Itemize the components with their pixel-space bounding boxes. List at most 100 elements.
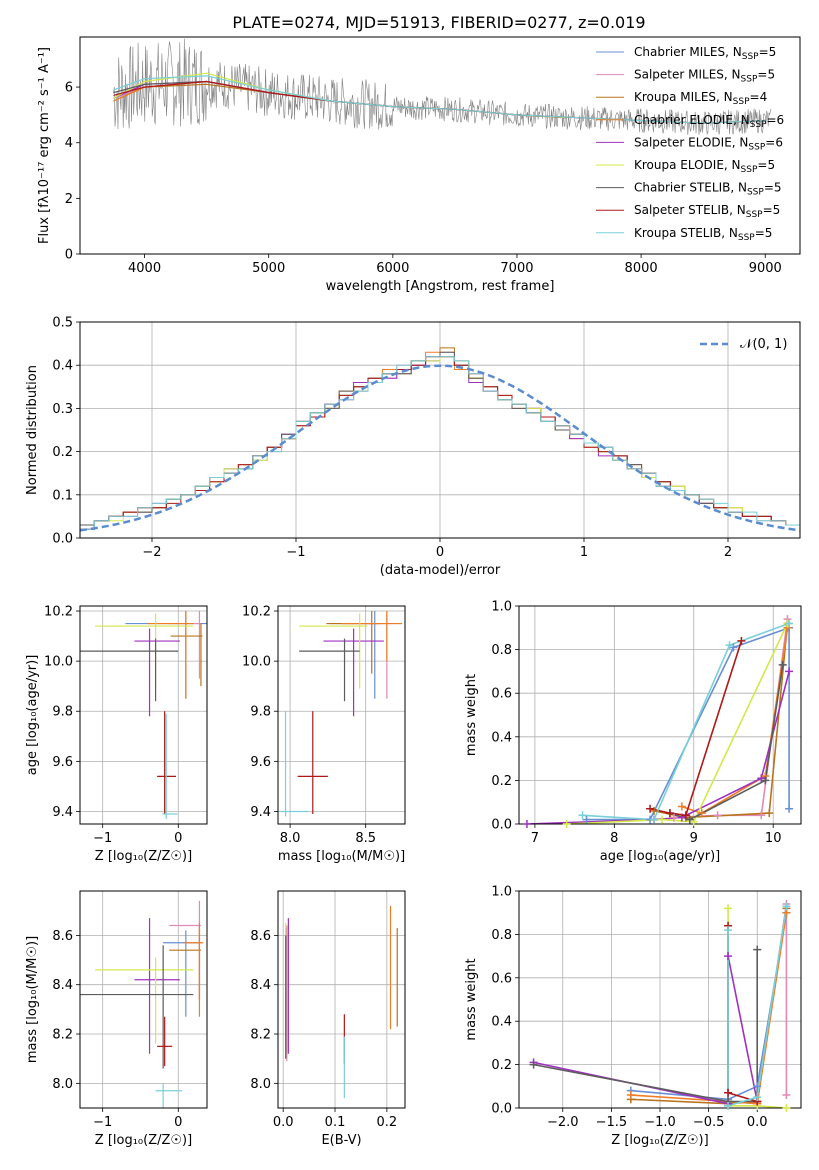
weight-marker [785, 619, 794, 628]
x-tick-label: 5000 [252, 261, 285, 276]
weight-marker [724, 904, 733, 913]
y-tick-label: 0.6 [491, 971, 512, 986]
weight-marker [782, 1090, 791, 1099]
axes-frame [277, 605, 406, 825]
weight-line-8 [727, 925, 758, 1103]
axes-frame [79, 36, 801, 255]
y-tick-label: 8.2 [250, 1028, 271, 1043]
weight-line-3 [653, 623, 789, 819]
y-tick-label: 0.4 [491, 1015, 512, 1030]
weight-marker [753, 1082, 762, 1091]
weight-line-7 [669, 664, 784, 821]
panel-4: 8.0 8.5 9.4 9.6 9.8 10.0 10.2 mass [log₁₀(M/M☉)… [242, 605, 406, 864]
weight-marker [737, 636, 746, 645]
y-tick-label: 9.6 [52, 755, 73, 770]
x-axis-label: (data-model)/error [380, 563, 501, 578]
plot-area [285, 905, 398, 1099]
y-axis-label: Normed distribution [25, 365, 40, 495]
y-tick-label: 0.4 [52, 359, 73, 374]
weight-line-7 [533, 949, 759, 1103]
normal-curve [80, 364, 800, 532]
axes-frame [79, 321, 801, 539]
x-tick-label: 0.1 [325, 1115, 346, 1130]
y-tick-label: 10.0 [44, 655, 73, 670]
x-tick-label: −1.5 [596, 1115, 628, 1130]
y-tick-label: 0.0 [491, 818, 512, 833]
x-tick-label: 4000 [128, 261, 161, 276]
weight-marker [626, 1090, 635, 1099]
x-tick-label: 9 [690, 831, 698, 846]
x-tick-label: −0.5 [693, 1115, 725, 1130]
y-tick-label: 1.0 [491, 600, 512, 615]
weight-line-1 [586, 626, 790, 821]
x-tick-label: 8 [610, 831, 618, 846]
y-tick-label: 0.4 [491, 730, 512, 745]
y-tick-label: 0.6 [491, 687, 512, 702]
x-tick-label: 7 [531, 831, 539, 846]
weight-marker [724, 1101, 733, 1110]
panel-6: −1 0 8.0 8.2 8.4 8.6 Z [log₁₀(Z/Z☉)] mass [log₁… [25, 890, 208, 1148]
weight-marker [529, 1060, 538, 1069]
x-axis-label: mass [log₁₀(M/M☉)] [278, 849, 405, 864]
x-tick-label: 10 [765, 831, 782, 846]
x-axis-label: Z [log₁₀(Z/Z☉)] [611, 1133, 708, 1148]
weight-marker [562, 820, 571, 828]
y-tick-label: 2 [65, 192, 73, 207]
y-tick-label: 0.0 [52, 532, 73, 547]
legend-entry: Salpeter MILES, NSSP=5 [634, 68, 775, 85]
axes-frame [79, 605, 208, 825]
y-tick-label: 6 [65, 81, 73, 96]
x-tick-label: 0 [436, 545, 444, 560]
panel-1: 4000 5000 6000 7000 8000 9000 0 2 4 6 wavelength [… [37, 36, 801, 294]
weight-marker [713, 811, 722, 820]
weight-marker [582, 815, 591, 824]
x-tick-label: 2 [724, 545, 732, 560]
x-tick-label: −1 [286, 545, 305, 560]
legend-entry: Chabrier MILES, NSSP=5 [634, 45, 776, 62]
y-tick-label: 8.0 [250, 1077, 271, 1092]
weight-line-9 [582, 622, 790, 821]
x-axis-label: age [log₁₀(age/yr)] [600, 849, 721, 864]
weight-line-2 [673, 618, 789, 819]
y-tick-label: 0.2 [491, 1058, 512, 1073]
weight-marker [724, 952, 733, 961]
y-tick-label: 0.3 [52, 402, 73, 417]
legend-entry: Salpeter STELIB, NSSP=5 [634, 203, 780, 220]
plot-area [80, 347, 800, 538]
y-tick-label: 10.2 [44, 605, 73, 620]
weight-marker [725, 641, 734, 650]
legend-entry: Kroupa STELIB, NSSP=5 [634, 226, 772, 243]
plot-area [279, 611, 402, 817]
y-axis-label: mass [log₁₀(M/M☉)] [25, 936, 40, 1063]
x-tick-label: 9000 [749, 261, 782, 276]
y-tick-label: 0.8 [491, 643, 512, 658]
y-tick-label: 10.2 [242, 605, 271, 620]
x-axis-label: E(B-V) [321, 1133, 361, 1148]
weight-marker [677, 802, 686, 811]
weight-marker [669, 813, 678, 822]
weight-marker [782, 902, 791, 911]
histogram-9 [80, 356, 800, 538]
plot-area [113, 38, 772, 135]
figure-title: PLATE=0274, MJD=51913, FIBERID=0277, z=0… [232, 13, 645, 32]
y-axis-label: mass weight [464, 674, 479, 756]
y-tick-label: 0.8 [491, 928, 512, 943]
y-tick-label: 9.8 [250, 705, 271, 720]
x-tick-label: 7000 [500, 261, 533, 276]
weight-marker [724, 1088, 733, 1097]
y-tick-label: 0.0 [491, 1102, 512, 1117]
y-axis-label: Flux [fλ10⁻¹⁷ erg cm⁻² s⁻¹ A⁻¹] [37, 47, 52, 244]
x-tick-label: −2 [142, 545, 161, 560]
weight-marker [665, 809, 674, 818]
weight-marker [646, 804, 655, 813]
x-tick-label: 0.2 [377, 1115, 398, 1130]
panel-3: −1 0 9.4 9.6 9.8 10.0 10.2 Z [log₁₀(Z/Z☉)] age [… [25, 605, 208, 864]
axes-frame [79, 890, 208, 1109]
weight-marker [697, 809, 706, 818]
y-tick-label: 0.2 [52, 445, 73, 460]
x-tick-label: 6000 [376, 261, 409, 276]
observed-spectrum [113, 38, 772, 135]
weight-line-5 [526, 671, 790, 824]
weight-marker [785, 667, 794, 676]
legend-entry: Kroupa ELODIE, NSSP=5 [634, 158, 775, 175]
